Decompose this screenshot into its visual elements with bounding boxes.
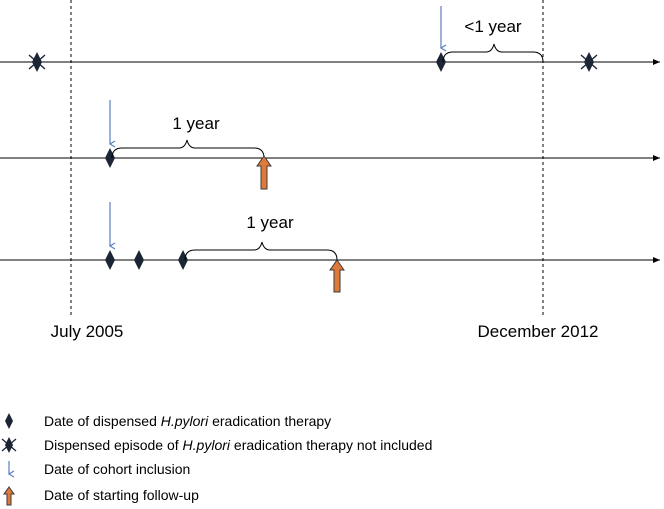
interval-brace <box>184 241 338 261</box>
up-arrow-icon <box>3 486 15 506</box>
legend-text: Date of dispensed <box>44 413 161 429</box>
crossed-diamond-icon <box>28 52 46 72</box>
legend-item: Dispensed episode of H.pylori eradicatio… <box>1 437 432 453</box>
interval-label: 1 year <box>172 114 220 133</box>
start-date-label: July 2005 <box>51 322 124 341</box>
legend-text: eradication therapy not included <box>230 437 432 453</box>
legend-text: Dispensed episode of <box>44 437 183 453</box>
svg-text:Date of starting follow-up: Date of starting follow-up <box>44 487 199 503</box>
up-arrow-icon <box>256 155 272 190</box>
svg-text:Dispensed episode of H.pylori: Dispensed episode of H.pylori eradicatio… <box>44 437 432 453</box>
crossed-diamond-icon <box>580 52 598 72</box>
interval-label: 1 year <box>246 213 294 232</box>
interval-brace <box>442 43 544 63</box>
legend-item: Date of dispensed H.pylori eradication t… <box>5 413 331 429</box>
interval-label: <1 year <box>464 17 522 36</box>
legend-text: eradication therapy <box>208 413 331 429</box>
legend-text: Date of cohort inclusion <box>44 461 190 477</box>
timeline-row-3: 1 year <box>0 202 660 293</box>
legend: Date of dispensed H.pylori eradication t… <box>1 413 432 506</box>
interval-brace <box>111 139 265 159</box>
legend-text-italic: H.pylori <box>183 437 231 453</box>
diamond-icon <box>134 250 144 270</box>
legend-item: Date of starting follow-up <box>3 486 199 506</box>
up-arrow-icon <box>329 259 345 293</box>
timeline-row-2: 1 year <box>0 100 660 190</box>
diamond-icon <box>105 250 115 270</box>
crossed-diamond-icon <box>1 437 17 453</box>
diamond-icon <box>5 413 13 429</box>
end-date-label: December 2012 <box>478 322 599 341</box>
legend-text: Date of starting follow-up <box>44 487 199 503</box>
legend-text-italic: H.pylori <box>161 413 209 429</box>
timeline-row-1: <1 year <box>0 6 660 72</box>
legend-item: Date of cohort inclusion <box>7 461 190 478</box>
svg-text:Date of dispensed H.pylori era: Date of dispensed H.pylori eradication t… <box>44 413 331 429</box>
svg-text:Date of cohort inclusion: Date of cohort inclusion <box>44 461 190 477</box>
